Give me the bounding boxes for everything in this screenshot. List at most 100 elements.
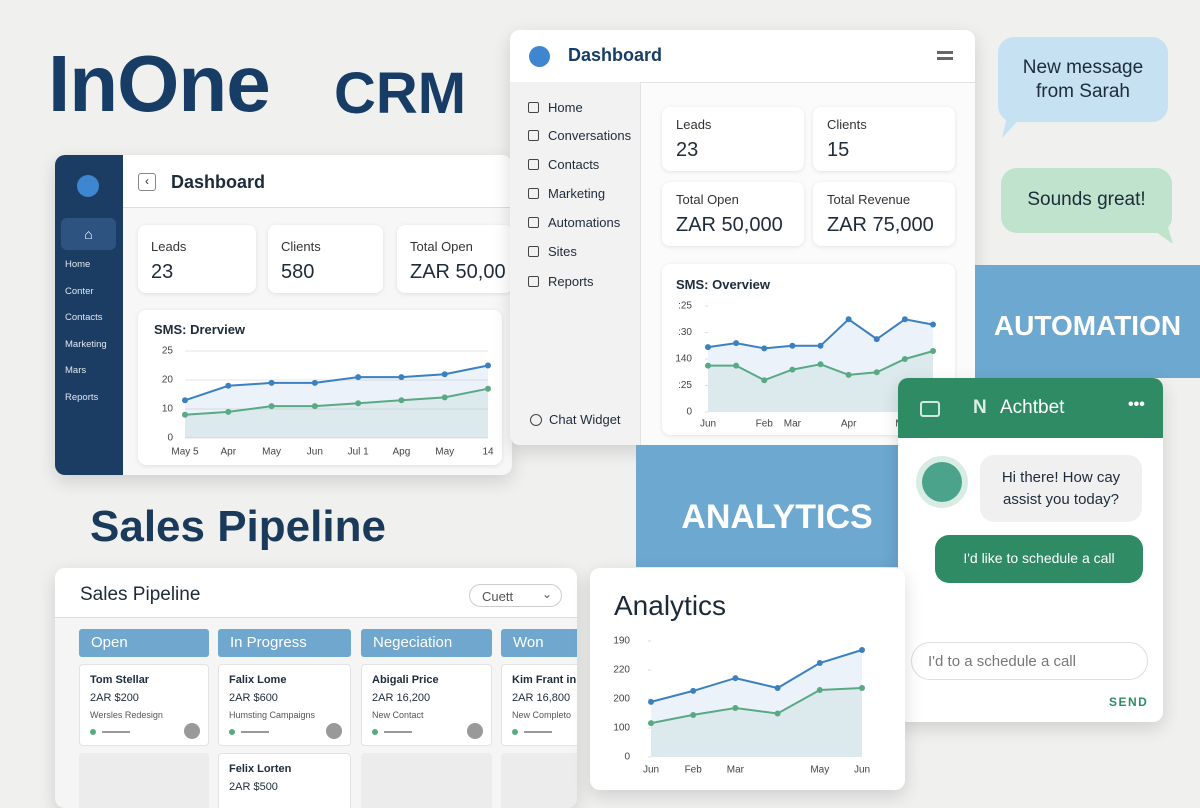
y-tick-label: 20 bbox=[162, 375, 174, 386]
nav-item[interactable]: Reports bbox=[548, 274, 594, 289]
stat-value: 23 bbox=[676, 139, 699, 161]
x-tick-label: Apr bbox=[221, 447, 237, 458]
sidebar bbox=[510, 82, 641, 445]
reply-bubble: Sounds great! bbox=[1001, 168, 1172, 233]
header-title: Dashboard bbox=[171, 172, 266, 192]
bubble-tail bbox=[1002, 112, 1026, 138]
home-button[interactable]: ⌂ bbox=[61, 218, 116, 250]
point bbox=[355, 374, 362, 381]
point bbox=[485, 385, 491, 392]
nav-item[interactable]: Automations bbox=[548, 215, 621, 230]
chart: 0 10 20 25 May 5 Apr May Jun Jul 1 Apg May 14 bbox=[162, 346, 494, 458]
nav-item[interactable]: Marketing bbox=[548, 186, 606, 201]
nav-item[interactable]: Mars bbox=[65, 365, 87, 377]
deal-card[interactable]: Kim Frant in 2AR 16,800 New Completo bbox=[501, 664, 577, 746]
nav-item[interactable]: Home bbox=[548, 100, 583, 115]
chat-input[interactable]: I'd to a schedule a call bbox=[911, 642, 1148, 680]
automation-banner: AUTOMATION bbox=[975, 265, 1200, 378]
y-tick-label: 140 bbox=[675, 354, 692, 365]
point bbox=[774, 710, 781, 717]
point bbox=[930, 321, 936, 328]
status-dot bbox=[90, 729, 96, 735]
section-heading: Sales Pipeline bbox=[90, 502, 386, 551]
nav-item[interactable]: Chat Widget bbox=[549, 412, 621, 427]
deal-amount: 2AR $600 bbox=[229, 692, 278, 704]
point bbox=[398, 374, 405, 381]
x-tick-label: May bbox=[262, 447, 281, 458]
nav-item[interactable]: Conversations bbox=[548, 128, 632, 143]
point bbox=[817, 342, 824, 349]
chevron: ⌄ bbox=[542, 587, 553, 601]
header: Dashboard bbox=[510, 30, 975, 83]
point bbox=[268, 403, 275, 410]
icon bbox=[528, 246, 539, 257]
nav-item[interactable]: Marketing bbox=[65, 338, 107, 350]
chat-icon bbox=[920, 401, 940, 417]
filter-dropdown[interactable]: Cuett ⌄ bbox=[469, 584, 562, 607]
point bbox=[311, 379, 318, 386]
point bbox=[268, 379, 275, 386]
pipeline-header: Sales Pipeline Cuett ⌄ bbox=[55, 568, 577, 618]
progress bbox=[524, 731, 552, 733]
y-tick-label: 0 bbox=[167, 433, 173, 444]
point bbox=[355, 400, 362, 407]
bot-avatar bbox=[916, 456, 968, 508]
deal-name: Felix Lorten bbox=[229, 763, 292, 775]
nav-item[interactable]: Contacts bbox=[65, 312, 103, 324]
brand-name: InOne bbox=[48, 39, 271, 128]
stat-card: Leads 23 bbox=[138, 225, 256, 293]
area bbox=[708, 351, 933, 412]
nav-item[interactable]: Reports bbox=[65, 392, 99, 403]
send-button[interactable]: SEND bbox=[1109, 695, 1149, 709]
column-header: Negeciation bbox=[361, 629, 492, 657]
nav-item[interactable]: Contacts bbox=[548, 157, 600, 172]
input-placeholder: I'd to a schedule a call bbox=[928, 653, 1076, 670]
deal-card[interactable]: Felix Lorten 2AR $500 bbox=[218, 753, 351, 808]
menu-button[interactable] bbox=[937, 51, 953, 54]
x-tick-label: Jul 1 bbox=[348, 447, 370, 458]
deal-card[interactable]: Tom Stellar 2AR $200 Wersles Redesign bbox=[79, 664, 209, 746]
header: ‹ Dashboard bbox=[123, 155, 512, 208]
banner-text: ANALYTICS bbox=[681, 498, 873, 536]
point bbox=[225, 382, 232, 389]
chat-logo: N bbox=[973, 397, 987, 418]
point bbox=[789, 342, 796, 349]
stat-value: ZAR 75,000 bbox=[827, 214, 934, 236]
deal-card[interactable]: Abigali Price 2AR 16,200 New Contact bbox=[361, 664, 492, 746]
nav-item[interactable]: Home bbox=[65, 259, 91, 270]
y-tick-label: 200 bbox=[613, 694, 630, 705]
back-button[interactable]: ‹ bbox=[138, 173, 156, 191]
point bbox=[873, 369, 880, 376]
analytics-banner: ANALYTICS bbox=[636, 445, 898, 567]
area bbox=[185, 365, 488, 438]
user-message: I'd like to schedule a call bbox=[935, 535, 1143, 583]
status-dot bbox=[512, 729, 518, 735]
nav-item[interactable]: Sites bbox=[548, 244, 577, 259]
x-tick-label: May bbox=[435, 447, 454, 458]
point bbox=[705, 362, 711, 369]
point bbox=[930, 348, 936, 355]
deal-card[interactable]: Falix Lome 2AR $600 Humsting Campaigns bbox=[218, 664, 351, 746]
stat-value: 15 bbox=[827, 139, 850, 161]
owner-avatar bbox=[184, 723, 200, 739]
status-dot bbox=[372, 729, 378, 735]
y-tick-label: 0 bbox=[624, 752, 630, 763]
point bbox=[732, 704, 739, 711]
x-tick-label: Jun bbox=[307, 447, 323, 458]
point bbox=[901, 356, 908, 362]
chart-title: SMS: Overview bbox=[676, 277, 770, 292]
point bbox=[845, 316, 852, 323]
point bbox=[859, 684, 865, 691]
icon bbox=[528, 188, 539, 199]
point bbox=[225, 408, 232, 415]
dashboard-center: Dashboard Home Conversations Contacts Marke… bbox=[510, 30, 975, 445]
nav-item[interactable]: Conter bbox=[65, 285, 94, 297]
chat-menu[interactable]: ••• bbox=[1128, 396, 1145, 413]
icon bbox=[528, 159, 539, 170]
progress bbox=[241, 731, 269, 733]
point bbox=[441, 394, 448, 401]
pipeline-title: Sales Pipeline bbox=[80, 584, 201, 605]
header-title: Dashboard bbox=[568, 45, 663, 65]
line bbox=[184, 364, 489, 402]
